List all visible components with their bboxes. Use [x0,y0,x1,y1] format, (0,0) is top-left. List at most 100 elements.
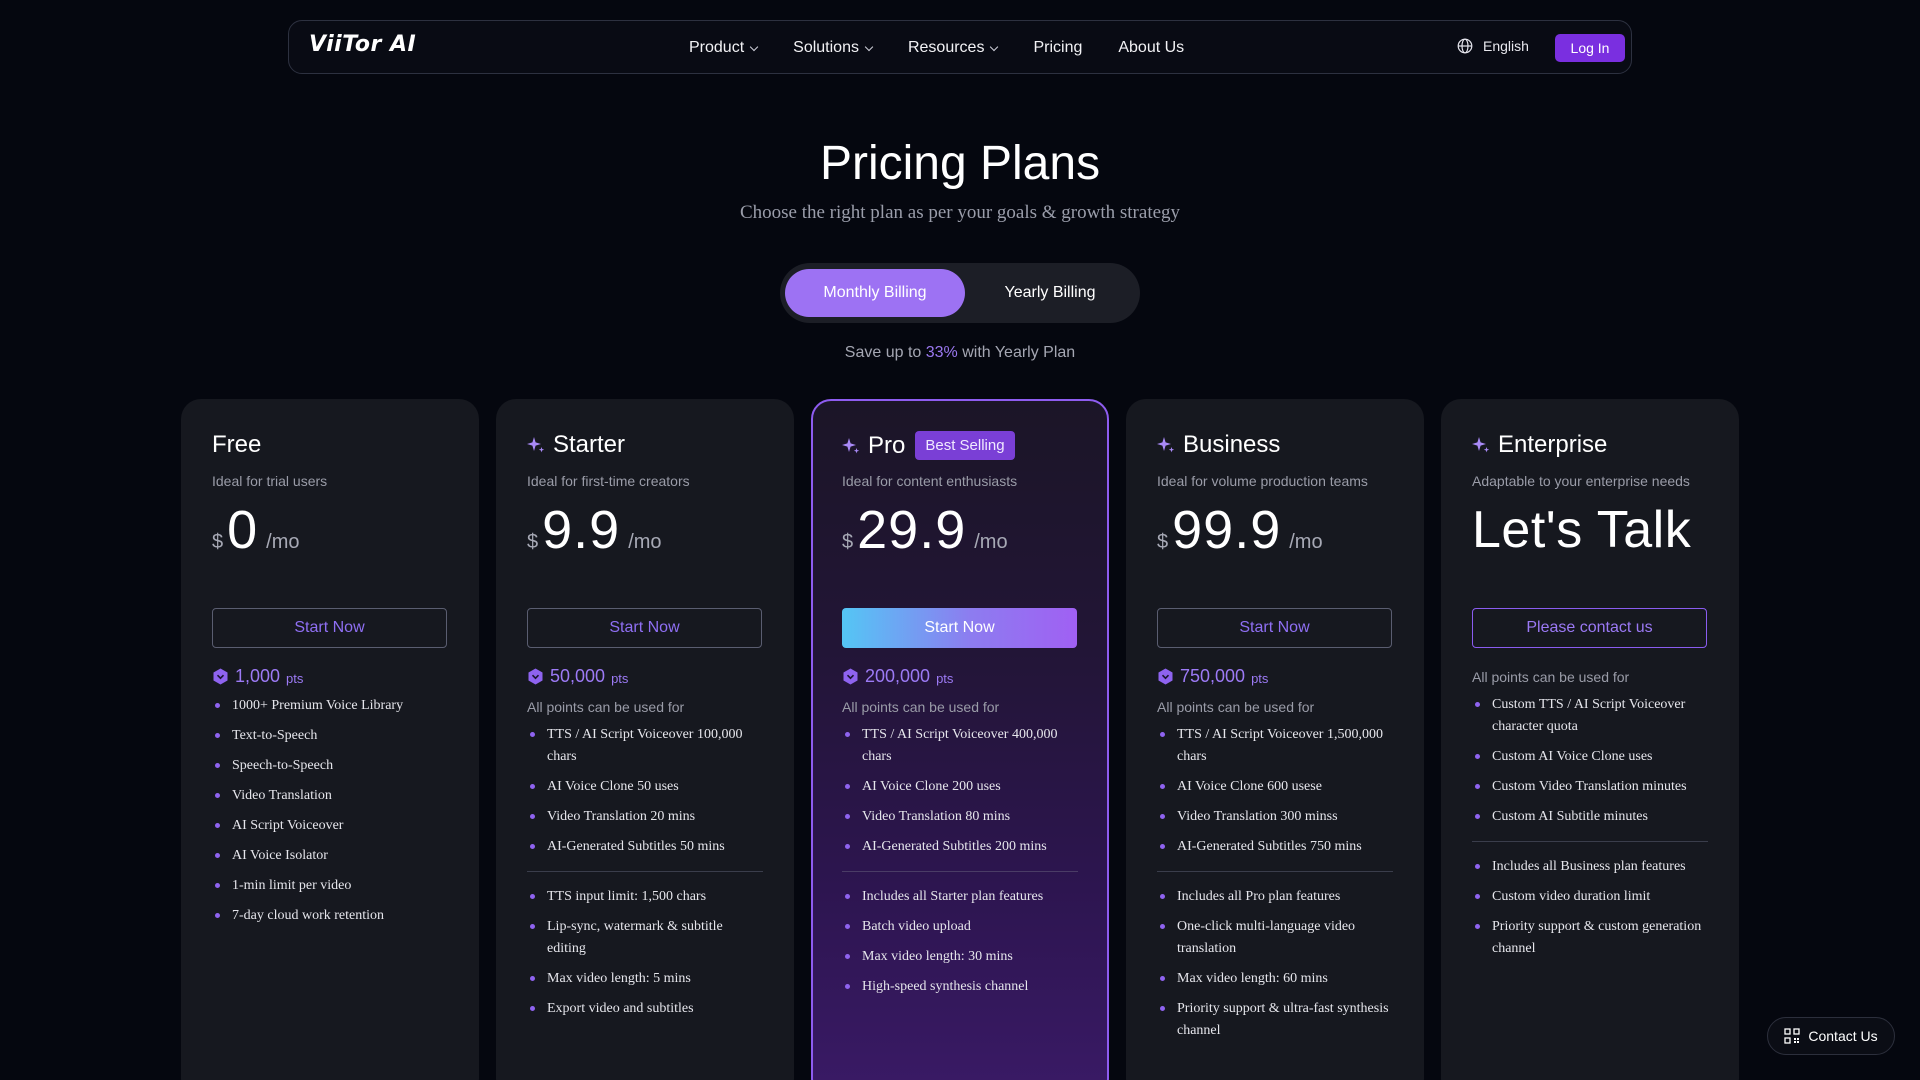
feature-item: Batch video upload [842,916,1078,938]
price-period: /mo [974,531,1008,553]
points-hexagon-icon [528,668,543,685]
plan-audience: Adaptable to your enterprise needs [1472,473,1690,489]
points-unit: pts [286,670,304,686]
points-usage-note: All points can be used for [842,699,1000,715]
plan-header: Pro Best Selling [842,431,1015,460]
feature-item: Text-to-Speech [212,725,448,747]
plan-audience: Ideal for first-time creators [527,473,690,489]
best-selling-badge: Best Selling [915,431,1015,460]
feature-divider [842,871,1078,872]
logo[interactable]: ViiTor AI [309,32,417,57]
feature-list: TTS / AI Script Voiceover 1,500,000 char… [1157,724,1393,1050]
price-amount: 29.9 [857,500,967,560]
nav-resources[interactable]: Resources [908,39,999,57]
contact-us-button[interactable]: Please contact us [1472,608,1707,648]
currency-symbol: $ [842,531,854,553]
plan-card-pro: Pro Best Selling Ideal for content enthu… [811,399,1109,1080]
feature-item: Max video length: 60 mins [1157,968,1393,990]
yearly-billing-tab[interactable]: Yearly Billing [1004,284,1096,301]
price-period: /mo [266,531,300,553]
points-value: 750,000 [1180,666,1246,686]
contact-us-float-button[interactable]: Contact Us [1767,1017,1895,1055]
monthly-billing-tab[interactable]: Monthly Billing [785,269,965,317]
feature-item: AI-Generated Subtitles 50 mins [527,836,763,858]
plan-card-business: Business Ideal for volume production tea… [1126,399,1424,1080]
nav-about-us[interactable]: About Us [1118,39,1184,57]
start-now-button[interactable]: Start Now [212,608,447,648]
start-now-button[interactable]: Start Now [1157,608,1392,648]
feature-list: Custom TTS / AI Script Voiceover charact… [1472,694,1708,968]
feature-item: Custom AI Subtitle minutes [1472,806,1708,828]
start-now-button[interactable]: Start Now [842,608,1077,648]
feature-item: Includes all Business plan features [1472,856,1708,878]
price-amount: 9.9 [542,500,621,560]
feature-divider [1472,841,1708,842]
chevron-down-icon [864,42,874,51]
start-now-button[interactable]: Start Now [527,608,762,648]
plan-card-enterprise: Enterprise Adaptable to your enterprise … [1441,399,1739,1080]
points-unit: pts [936,670,954,686]
plan-audience: Ideal for volume production teams [1157,473,1368,489]
sparkle-icon [1157,437,1175,453]
points-usage-note: All points can be used for [1157,699,1315,715]
feature-item: Priority support & ultra-fast synthesis … [1157,998,1393,1042]
chevron-down-icon [749,42,759,51]
plan-header: Starter [527,431,625,459]
points-hexagon-icon [1158,668,1173,685]
nav-pricing[interactable]: Pricing [1033,39,1082,57]
currency-symbol: $ [212,531,224,553]
nav-solutions[interactable]: Solutions [793,39,874,57]
save-percent: 33% [925,344,958,361]
top-navigation-bar: ViiTor AI Product Solutions Resources Pr… [288,20,1632,74]
currency-symbol: $ [1157,531,1169,553]
plan-price: $ 9.9 /mo [527,499,662,561]
feature-item: High-speed synthesis channel [842,976,1078,998]
feature-item: TTS / AI Script Voiceover 100,000 chars [527,724,763,768]
feature-item: Video Translation [212,785,448,807]
log-in-button[interactable]: Log In [1555,34,1625,62]
billing-toggle: Monthly Billing Yearly Billing [780,263,1140,323]
sparkle-icon [1472,437,1490,453]
plan-header: Enterprise [1472,431,1607,459]
plan-price: $ 99.9 /mo [1157,499,1323,561]
plan-points: 200,000 pts [842,666,953,687]
feature-item: Video Translation 20 mins [527,806,763,828]
plan-audience: Ideal for trial users [212,473,328,489]
feature-item: Lip-sync, watermark & subtitle editing [527,916,763,960]
page-subtitle: Choose the right plan as per your goals … [739,202,1181,223]
plan-points: 50,000 pts [527,666,628,687]
feature-item: TTS / AI Script Voiceover 1,500,000 char… [1157,724,1393,768]
feature-list: TTS / AI Script Voiceover 400,000 chars … [842,724,1078,1006]
plan-name: Business [1183,431,1281,458]
language-selector[interactable]: English [1457,38,1529,54]
feature-item: Export video and subtitles [527,998,763,1020]
currency-symbol: $ [527,531,539,553]
feature-item: AI-Generated Subtitles 750 mins [1157,836,1393,858]
feature-item: AI Script Voiceover [212,815,448,837]
feature-list: 1000+ Premium Voice Library Text-to-Spee… [212,695,448,935]
nav-product-label: Product [689,39,745,56]
feature-item: TTS / AI Script Voiceover 400,000 chars [842,724,1078,768]
points-hexagon-icon [213,668,228,685]
feature-item: AI Voice Clone 600 usese [1157,776,1393,798]
feature-item: Video Translation 80 mins [842,806,1078,828]
nav-about-label: About Us [1118,39,1185,56]
save-prefix: Save up to [844,344,922,361]
plan-header: Free [212,431,261,459]
language-label: English [1483,38,1529,54]
nav-product[interactable]: Product [689,39,759,57]
contact-us-label: Contact Us [1808,1028,1878,1044]
globe-icon [1457,38,1473,54]
plan-points: 1,000 pts [212,666,303,687]
plan-name: Free [212,431,262,458]
yearly-savings-note: Save up to 33% with Yearly Plan [0,344,1920,362]
plan-price: $ 0 /mo [212,499,300,561]
plan-card-free: Free Ideal for trial users $ 0 /mo Start… [181,399,479,1080]
save-suffix: with Yearly Plan [962,344,1076,361]
feature-divider [527,871,763,872]
feature-item: Custom Video Translation minutes [1472,776,1708,798]
feature-list: TTS / AI Script Voiceover 100,000 chars … [527,724,763,1028]
points-value: 1,000 [235,666,281,686]
price-period: /mo [628,531,662,553]
sparkle-icon [527,437,545,453]
